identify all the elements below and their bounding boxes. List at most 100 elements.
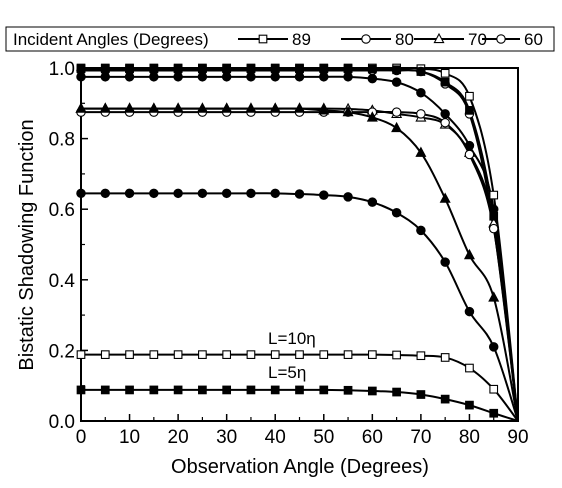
series-6-point [99,102,111,113]
series-9-point [222,385,232,395]
series-6-point [415,146,427,157]
series-7-point [76,188,86,199]
series-8-point [149,350,159,359]
series-6-point [75,102,87,113]
series-7-point [464,306,475,317]
series-4-point [246,64,256,74]
series-8-point [173,350,183,359]
x-tick-label: 0 [76,427,87,448]
series-6-point [463,248,475,260]
series-4-point [416,67,426,76]
series-8-point [198,350,207,359]
legend-marker-1 [361,34,371,44]
series-7-point [440,257,450,267]
series-7-point [416,225,426,236]
series-3-point [416,109,426,119]
series-8-point [76,350,86,359]
series-9-point [416,390,426,399]
x-tick-label: 40 [265,427,286,448]
series-9-point [392,387,401,397]
series-0-point [465,91,474,101]
series-9-point [125,385,134,395]
series-7-point [149,188,159,199]
series-6-point [488,291,500,302]
series-5-point [221,72,232,82]
legend-entries: 89 80 70 60 [238,30,543,49]
series-4-point [100,64,110,74]
series-8-point [100,350,110,359]
series-4-point [319,64,329,74]
series-9-point [319,385,329,395]
series-9-point [465,400,474,410]
series-7-point [488,342,499,352]
y-tick-label: 0.6 [49,200,75,221]
series-9-point [367,386,377,396]
series-4-point [367,64,377,74]
series-6-point [439,192,451,203]
legend-marker-2 [433,32,445,44]
legend-title: Incident Angles (Degrees) [13,30,209,49]
series-7-point [100,188,111,199]
series-8-point [416,351,426,361]
x-tick-label: 60 [362,427,383,448]
legend-label-2: 70 [468,30,487,49]
series-4-point [125,64,134,74]
series-6-point [318,104,330,115]
series-6-point [221,102,233,113]
series-7-point [367,197,378,207]
series-6-point [366,111,378,122]
series-9-point [489,408,499,418]
y-tick-label: 0.4 [49,271,76,292]
annotation-l10: L=10η [268,329,316,348]
series-7-point [343,192,353,202]
y-tick-label: 0.2 [49,341,75,362]
series-8-point [246,350,256,359]
series-6-point [172,102,184,113]
series-9-point [173,385,183,395]
series-5-point [270,72,280,82]
x-tick-label: 80 [459,427,480,448]
x-tick-label: 30 [216,427,237,448]
series-4-point [295,64,304,74]
series-7-point [173,188,183,199]
y-tick-label: 1.0 [49,59,75,80]
series-8-point [465,363,474,373]
x-tick-label: 10 [119,427,140,448]
annotation-l5: L=5η [268,363,306,382]
series-4-point [173,64,183,74]
series-5-point [197,72,208,82]
series-6-point [391,121,403,133]
series-5-point [294,72,305,82]
series-4-point [392,65,401,75]
series-5-point [464,140,475,151]
series-5-point [319,72,329,82]
x-tick-label: 90 [507,427,528,448]
series-8-point [489,384,499,394]
legend-label-0: 89 [292,30,311,49]
series-9-point [100,385,110,395]
series-3-point [464,149,475,160]
series-8-point [222,350,232,359]
series-7-point [319,190,329,200]
series-7-point [391,207,402,218]
x-axis-label: Observation Angle (Degrees) [171,456,429,478]
x-tick-label: 20 [168,427,189,448]
legend-marker-3 [496,34,506,44]
axis-ticks: 0 10 20 30 40 50 60 70 80 90 0.0 0.2 0.4 0.6 0.8 1.0 [49,59,529,448]
series-4-point [222,64,232,74]
series-7-point [294,189,305,199]
series-5-point [173,72,183,82]
series-7-point [221,188,232,199]
series-5-point [76,72,86,82]
series-7-point [124,188,135,199]
series-3-point [391,107,402,117]
series-9-point [76,385,86,395]
series-4-point [76,64,86,74]
series-5-point [440,109,450,119]
series-6-point [196,102,208,113]
series-5-point [343,72,353,82]
legend-label-1: 80 [395,30,414,49]
series-8-point [392,350,401,360]
series-7-point [197,188,208,199]
legend-marker-0 [258,34,268,44]
